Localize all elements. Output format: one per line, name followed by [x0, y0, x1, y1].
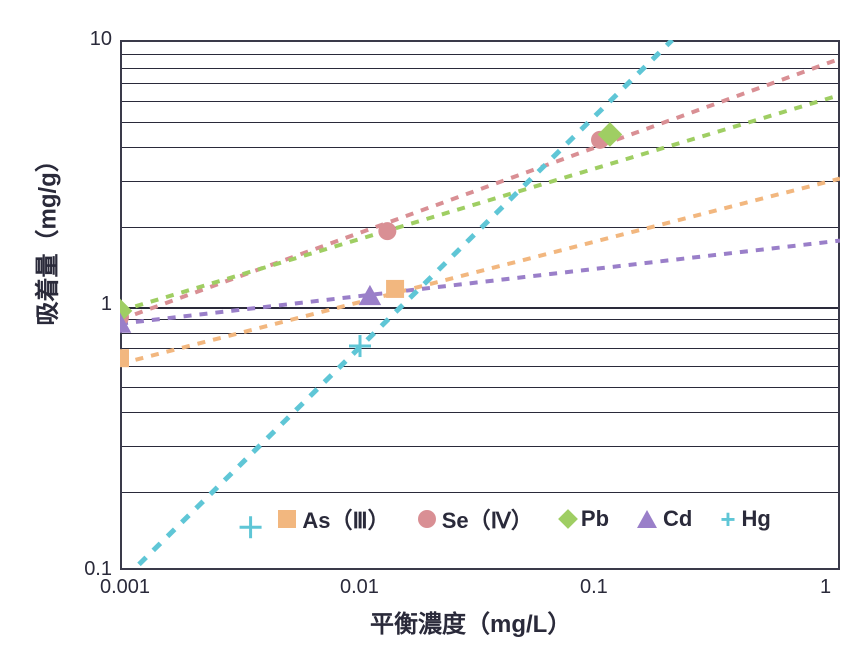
- y-tick-label: 10: [90, 28, 112, 51]
- plot-area: [120, 40, 840, 570]
- legend-item-Hg: + Hg: [720, 506, 771, 532]
- plus-icon: +: [720, 506, 735, 532]
- square-icon: [278, 510, 296, 528]
- x-tick-label: 0.01: [340, 576, 379, 599]
- y-tick-label: 1: [101, 293, 112, 316]
- legend-label: Cd: [663, 506, 692, 532]
- x-axis-label: 平衡濃度（mg/L）: [370, 604, 571, 639]
- x-tick-label: 1: [820, 576, 831, 599]
- y-axis-label: 吸着量（mg/g）: [28, 296, 63, 326]
- legend-item-Cd: Cd: [637, 506, 692, 532]
- x-tick-label: 0.1: [580, 576, 608, 599]
- legend-label: Se（Ⅳ）: [442, 503, 533, 535]
- diamond-icon: [558, 509, 578, 529]
- legend: As（Ⅲ） Se（Ⅳ） Pb Cd + Hg: [278, 503, 770, 535]
- legend-item-Pb: Pb: [561, 506, 609, 532]
- x-tick-label: 0.001: [100, 576, 150, 599]
- legend-label: Hg: [742, 506, 771, 532]
- legend-label: Pb: [581, 506, 609, 532]
- adsorption-chart: 吸着量（mg/g） 平衡濃度（mg/L） As（Ⅲ） Se（Ⅳ） Pb Cd + Hg 0…: [20, 20, 860, 650]
- circle-icon: [418, 510, 436, 528]
- legend-label: As（Ⅲ）: [302, 503, 389, 535]
- triangle-icon: [637, 510, 657, 528]
- legend-item-As(III): As（Ⅲ）: [278, 503, 389, 535]
- legend-item-Se(IV): Se（Ⅳ）: [418, 503, 533, 535]
